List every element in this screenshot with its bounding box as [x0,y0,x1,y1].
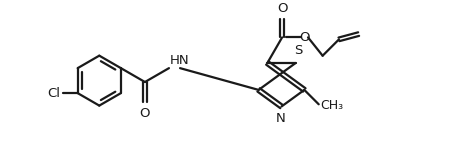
Text: S: S [294,44,303,57]
Text: O: O [139,107,150,120]
Text: HN: HN [170,54,189,67]
Text: O: O [299,31,309,44]
Text: N: N [276,112,286,125]
Text: CH₃: CH₃ [320,99,344,112]
Text: Cl: Cl [47,87,60,100]
Text: O: O [277,2,288,15]
